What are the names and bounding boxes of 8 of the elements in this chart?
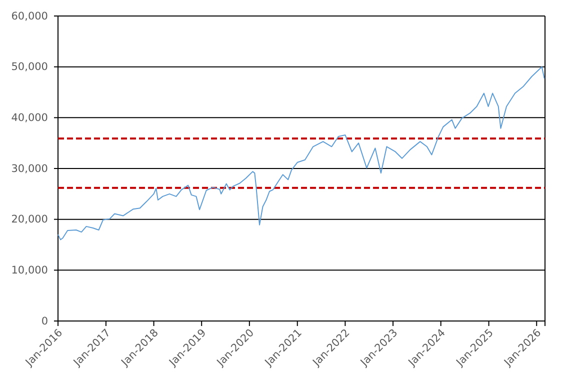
y-tick-label: 40,000 — [11, 112, 48, 124]
y-tick-label: 20,000 — [11, 214, 48, 226]
y-tick-label: 0 — [41, 315, 48, 328]
line-series — [58, 66, 545, 240]
y-tick-label: 50,000 — [11, 61, 48, 74]
y-tick-label: 60,000 — [11, 10, 48, 22]
y-tick-label: 30,000 — [11, 162, 48, 175]
y-tick-label: 10,000 — [11, 264, 48, 277]
